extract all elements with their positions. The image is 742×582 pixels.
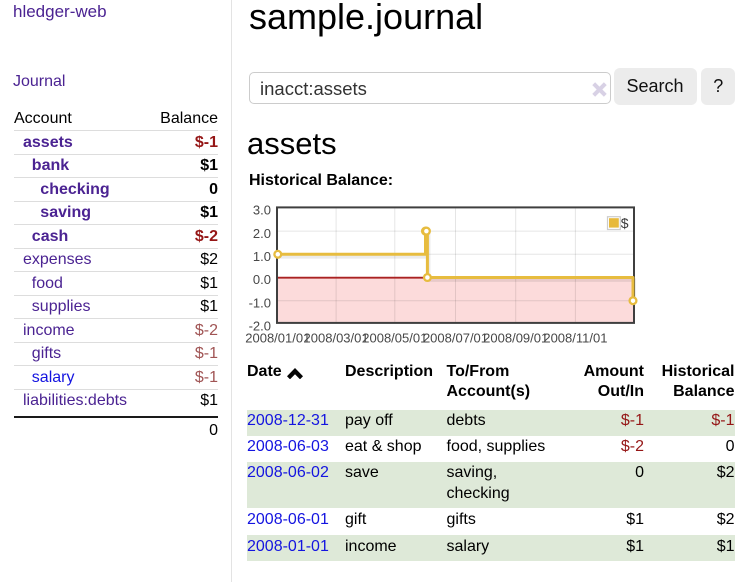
svg-text:2008/11/01: 2008/11/01 [543, 331, 607, 346]
svg-text:2008/09/01: 2008/09/01 [483, 331, 548, 346]
svg-text:$: $ [621, 215, 629, 231]
svg-text:2008/07/01: 2008/07/01 [423, 331, 488, 346]
svg-text:0.0: 0.0 [253, 272, 271, 287]
svg-text:2008/05/01: 2008/05/01 [362, 331, 427, 346]
svg-text:2008/03/01: 2008/03/01 [304, 331, 369, 346]
svg-text:-2.0: -2.0 [249, 319, 271, 334]
svg-text:1.0: 1.0 [253, 249, 271, 264]
svg-text:-1.0: -1.0 [249, 295, 271, 310]
svg-text:2.0: 2.0 [253, 226, 271, 241]
svg-text:2008/01/01: 2008/01/01 [245, 331, 310, 346]
svg-text:3.0: 3.0 [253, 203, 271, 218]
